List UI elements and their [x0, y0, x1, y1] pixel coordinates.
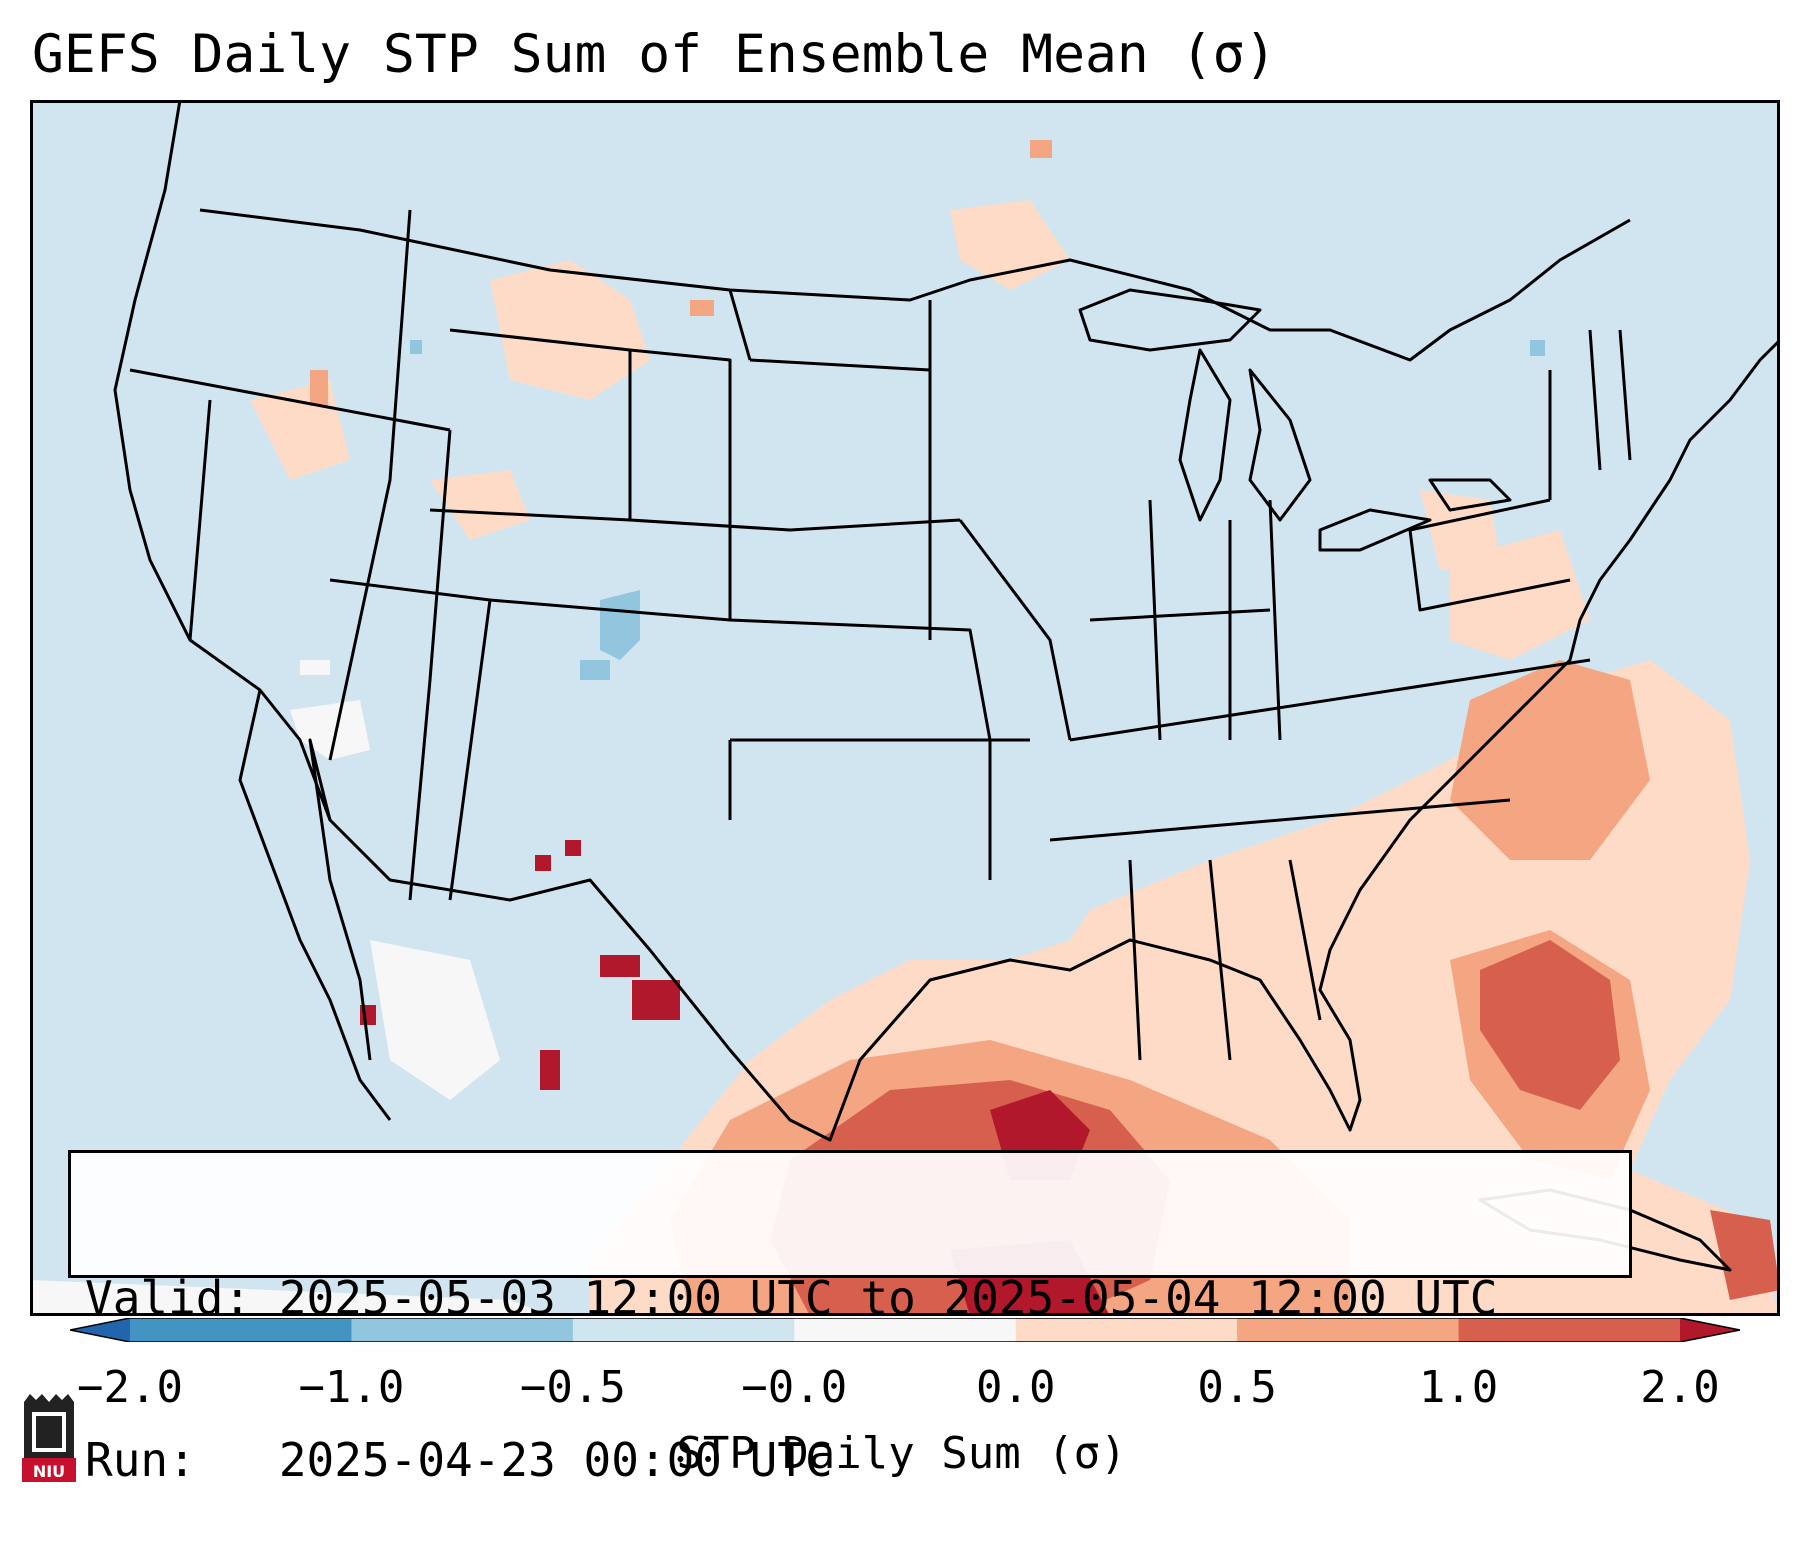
shade-pixel	[690, 300, 714, 316]
colorbar-extend-high	[1680, 1318, 1740, 1342]
chart-title: GEFS Daily STP Sum of Ensemble Mean (σ)	[32, 24, 1277, 85]
colorbar-tick-label: −1.0	[298, 1362, 405, 1413]
colorbar-segment	[351, 1318, 574, 1342]
shade-pixel	[1030, 140, 1052, 158]
coastline-mexico	[238, 689, 392, 1121]
niu-logo: NIU	[22, 1394, 76, 1482]
valid-time-text: Valid: 2025-05-03 12:00 UTC to 2025-05-0…	[85, 1271, 1498, 1325]
shade-florida-dark	[1480, 940, 1620, 1110]
shade-eastcoast-medium	[1450, 660, 1650, 860]
shade-pixel	[565, 840, 581, 856]
shade-pixel	[535, 855, 551, 871]
colorbar-tick-label: 2.0	[1640, 1362, 1720, 1413]
colorbar-tick-label: 0.0	[975, 1362, 1056, 1413]
colorbar-extend-low	[70, 1318, 130, 1342]
shade-pixel	[632, 980, 680, 1020]
shade-north-scatter	[250, 200, 1590, 660]
shade-pixel	[540, 1050, 560, 1090]
run-time-text: Run: 2025-04-23 00:00 UTC	[85, 1433, 833, 1487]
colorbar-segment	[572, 1318, 795, 1342]
map-panel	[30, 100, 1780, 1316]
colorbar-tick-label: 1.0	[1418, 1362, 1499, 1413]
colorbar-segment	[1015, 1318, 1238, 1342]
state-lines	[129, 209, 1632, 1061]
shade-near-zero	[30, 660, 550, 1316]
valid-run-info-box: Valid: 2025-05-03 12:00 UTC to 2025-05-0…	[68, 1150, 1632, 1487]
map-frame	[30, 100, 1780, 1316]
shade-pixel	[600, 955, 640, 977]
colorbar-segment	[130, 1318, 352, 1342]
great-lakes	[1078, 288, 1512, 552]
colorbar-tick-label: 0.5	[1197, 1362, 1277, 1413]
colorbar-tick-label: −0.5	[519, 1362, 626, 1413]
shade-pixel	[310, 370, 328, 406]
colorbar-label: STP Daily Sum (σ)	[676, 1428, 1127, 1479]
canada-border	[199, 208, 1631, 362]
boundary-lines	[113, 100, 1780, 1272]
colorbar-segment	[794, 1318, 1017, 1342]
coastline-west	[113, 100, 1780, 1142]
colorbar	[70, 1318, 1740, 1342]
colorbar-tick-label: −2.0	[77, 1362, 183, 1413]
niu-logo-text: NIU	[33, 1462, 65, 1481]
colorbar-segment	[1237, 1318, 1460, 1342]
shade-antilles-dark	[1710, 1210, 1780, 1300]
colorbar-segment	[1458, 1318, 1681, 1342]
colorbar-tick-label: −0.0	[741, 1362, 848, 1413]
